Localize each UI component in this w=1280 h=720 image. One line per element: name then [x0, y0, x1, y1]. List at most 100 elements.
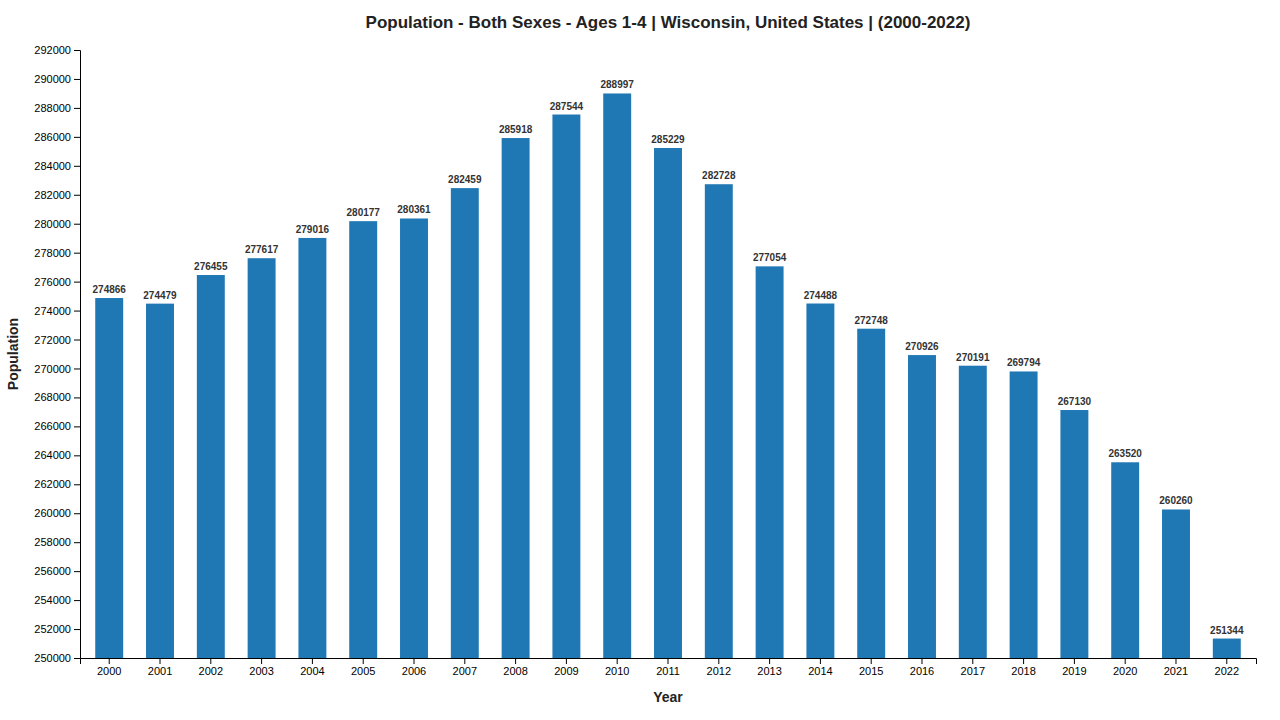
x-tick-label: 2009	[554, 665, 578, 677]
x-tick-label: 2008	[503, 665, 527, 677]
y-tick-mark	[74, 484, 80, 485]
x-tick-mark	[1125, 658, 1126, 664]
x-tick-mark	[414, 658, 415, 664]
x-tick: 2008	[503, 658, 527, 677]
y-tick-mark	[74, 397, 80, 398]
y-tick: 276000	[34, 276, 80, 288]
y-tick-label: 282000	[34, 189, 71, 201]
y-tick: 262000	[34, 478, 80, 490]
x-tick-mark	[668, 658, 669, 664]
bar	[654, 148, 682, 658]
bar	[1010, 371, 1038, 658]
x-tick-label: 2002	[199, 665, 223, 677]
y-tick-label: 254000	[34, 594, 71, 606]
x-tick-label: 2013	[757, 665, 781, 677]
bar	[552, 115, 580, 658]
data-label: 279016	[296, 224, 330, 235]
y-tick-label: 276000	[34, 276, 71, 288]
x-tick-mark	[820, 658, 821, 664]
x-tick-label: 2010	[605, 665, 629, 677]
x-tick-mark	[210, 658, 211, 664]
y-tick-mark	[74, 629, 80, 630]
y-tick-label: 264000	[34, 449, 71, 461]
y-tick: 254000	[34, 594, 80, 606]
y-tick: 274000	[34, 305, 80, 317]
y-tick: 272000	[34, 334, 80, 346]
bar	[1162, 509, 1190, 658]
bar	[857, 329, 885, 658]
y-tick: 266000	[34, 420, 80, 432]
y-tick-label: 284000	[34, 160, 71, 172]
bar	[806, 304, 834, 658]
y-tick: 264000	[34, 449, 80, 461]
x-tick: 2002	[199, 658, 223, 677]
x-tick: 2018	[1011, 658, 1035, 677]
x-tick-mark	[566, 658, 567, 664]
y-tick: 278000	[34, 247, 80, 259]
y-tick-label: 258000	[34, 536, 71, 548]
x-tick-label: 2006	[402, 665, 426, 677]
y-tick: 270000	[34, 362, 80, 374]
y-tick-label: 278000	[34, 247, 71, 259]
y-tick-label: 274000	[34, 305, 71, 317]
data-label: 272748	[855, 315, 889, 326]
y-tick: 286000	[34, 131, 80, 143]
x-tick: 2017	[961, 658, 985, 677]
data-label: 287544	[550, 101, 584, 112]
data-label: 282459	[448, 174, 482, 185]
y-tick-label: 290000	[34, 73, 71, 85]
plot-area	[95, 93, 1241, 658]
title: Population - Both Sexes - Ages 1-4 | Wis…	[366, 13, 971, 32]
x-tick: 2011	[656, 658, 680, 677]
x-tick-label: 2011	[656, 665, 680, 677]
bar	[248, 258, 276, 658]
chart: 2748662744792764552776172790162801772803…	[0, 0, 1280, 720]
y-tick-mark	[74, 542, 80, 543]
bar	[298, 238, 326, 658]
x-tick-mark	[464, 658, 465, 664]
y-tick-label: 252000	[34, 623, 71, 635]
x-tick-label: 2007	[453, 665, 477, 677]
x-tick-label: 2005	[351, 665, 375, 677]
y-tick-label: 250000	[34, 652, 71, 664]
y-tick: 268000	[34, 391, 80, 403]
x-tick-label: 2016	[910, 665, 934, 677]
y-tick-label: 280000	[34, 218, 71, 230]
data-label: 251344	[1210, 625, 1244, 636]
y-tick-mark	[74, 137, 80, 138]
x-tick-mark	[261, 658, 262, 664]
bar	[756, 266, 784, 658]
y-tick-mark	[74, 571, 80, 572]
y-tick: 292000	[34, 44, 80, 56]
bar	[705, 184, 733, 658]
x-tick: 2012	[707, 658, 731, 677]
data-label: 267130	[1058, 396, 1092, 407]
data-label: 288997	[601, 79, 635, 90]
x-tick-label: 2012	[707, 665, 731, 677]
y-tick: 256000	[34, 565, 80, 577]
data-label: 276455	[194, 261, 228, 272]
y-tick-mark	[74, 513, 80, 514]
bar	[197, 275, 225, 658]
y-tick: 288000	[34, 102, 80, 114]
x-tick: 2001	[148, 658, 172, 677]
y-tick-mark	[74, 311, 80, 312]
y-tick-mark	[74, 224, 80, 225]
y-tick-label: 272000	[34, 334, 71, 346]
data-label: 260260	[1159, 495, 1193, 506]
data-label: 274866	[93, 284, 127, 295]
x-tick-mark	[871, 658, 872, 664]
data-label: 277054	[753, 252, 787, 263]
data-label: 269794	[1007, 357, 1041, 368]
data-label: 270191	[956, 352, 990, 363]
x-tick: 2000	[97, 658, 121, 677]
x-tick-mark	[769, 658, 770, 664]
x-tick-label: 2004	[300, 665, 324, 677]
x-tick: 2009	[554, 658, 578, 677]
x-tick-label: 2000	[97, 665, 121, 677]
x-tick: 2015	[859, 658, 883, 677]
y-tick: 252000	[34, 623, 80, 635]
x-axis-title: Year	[653, 689, 683, 705]
x-tick-mark	[972, 658, 973, 664]
y-tick-mark	[74, 455, 80, 456]
